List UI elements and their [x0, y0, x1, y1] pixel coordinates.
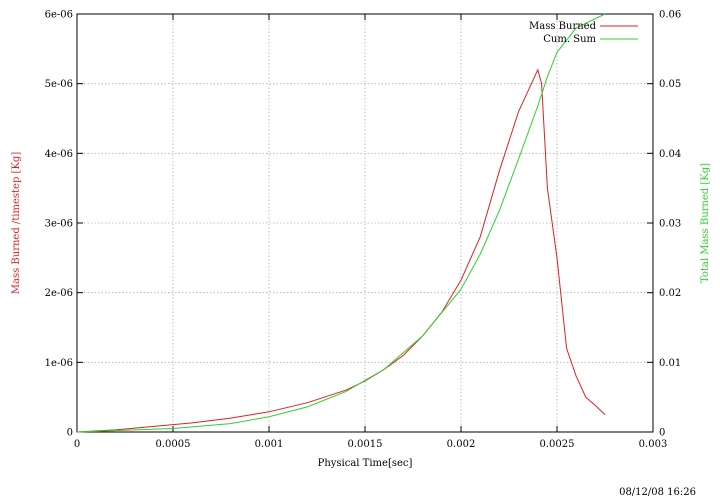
y2-tick-label: 0.06	[659, 10, 681, 21]
y2-tick-label: 0.03	[659, 219, 681, 230]
y2-axis-title: Total Mass Burned [Kg]	[700, 163, 711, 283]
y-tick-label: 3e-06	[45, 219, 73, 230]
y-tick-label: 0	[67, 428, 73, 439]
y-axis-title: Mass Burned /timestep [Kg]	[11, 152, 22, 295]
y-tick-label: 1e-06	[45, 358, 73, 369]
legend-label-cum-sum: Cum. Sum	[543, 34, 596, 45]
legend: Mass Burned Cum. Sum	[529, 21, 638, 45]
x-tick-label: 0	[74, 439, 80, 450]
legend-label-mass-burned: Mass Burned	[529, 21, 597, 32]
x-tick-label: 0.001	[255, 439, 284, 450]
y-tick-label: 5e-06	[45, 79, 73, 90]
x-axis-title: Physical Time[sec]	[318, 458, 413, 469]
x-tick-label: 0.003	[639, 439, 668, 450]
series-line-cum-sum	[76, 13, 606, 433]
y-tick-label: 4e-06	[45, 149, 73, 160]
grid	[77, 14, 653, 432]
y-tick-label: 6e-06	[45, 10, 73, 21]
x-tick-label: 0.0005	[156, 439, 191, 450]
series	[76, 13, 606, 433]
y2-tick-label: 0.02	[659, 288, 681, 299]
timestamp: 08/12/08 16:26	[619, 487, 696, 498]
series-line-mass-burned	[76, 68, 606, 433]
y2-tick-label: 0.01	[659, 358, 681, 369]
ticks: 0 0.0005 0.001 0.0015 0.002 0.0025 0.00301e-06…	[45, 10, 682, 451]
y-tick-label: 2e-06	[45, 288, 73, 299]
x-tick-label: 0.0025	[540, 439, 575, 450]
y2-tick-label: 0.04	[659, 149, 681, 160]
y2-tick-label: 0.05	[659, 79, 681, 90]
x-tick-label: 0.002	[447, 439, 476, 450]
x-tick-label: 0.0015	[348, 439, 383, 450]
y2-tick-label: 0	[659, 428, 665, 439]
